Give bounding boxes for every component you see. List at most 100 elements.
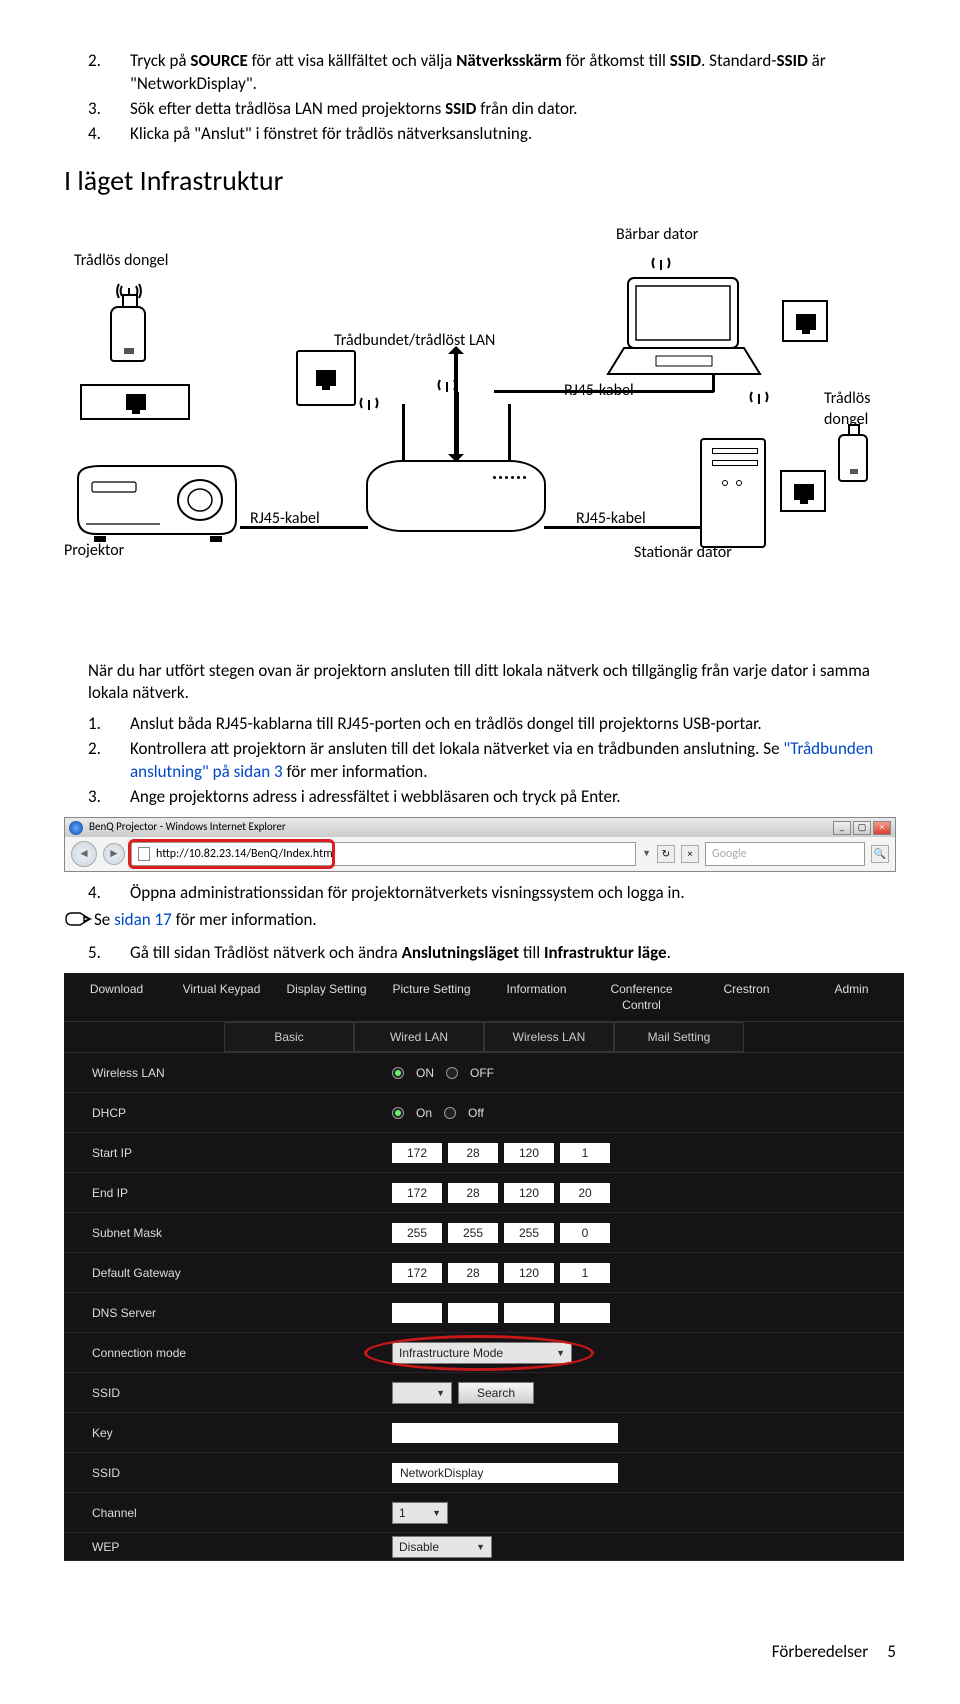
ssid-input[interactable]: NetworkDisplay: [392, 1463, 618, 1483]
ssid-select[interactable]: ▼: [392, 1382, 452, 1404]
ip-octet[interactable]: 120: [504, 1183, 554, 1203]
footer-label: Förberedelser: [772, 1641, 868, 1662]
ip-octet[interactable]: [448, 1303, 498, 1323]
row-wireless-lan: Wireless LAN ON OFF: [64, 1053, 904, 1093]
ip-octet[interactable]: 172: [392, 1183, 442, 1203]
arrow-icon: [454, 354, 458, 454]
num: 3.: [88, 98, 130, 121]
note: Se sidan 17 för mer information.: [64, 909, 896, 938]
step-2b: 2. Kontrollera att projektorn är anslute…: [88, 738, 896, 784]
ip-octet[interactable]: [392, 1303, 442, 1323]
row-connection-mode: Connection mode Infrastructure Mode▼: [64, 1333, 904, 1373]
tab-conference-control[interactable]: Conference Control: [589, 973, 694, 1021]
router-icon: [366, 460, 546, 532]
wep-select[interactable]: Disable▼: [392, 1536, 492, 1558]
tab-basic[interactable]: Basic: [224, 1022, 354, 1052]
ip-octet[interactable]: 120: [504, 1143, 554, 1163]
lan-switch-icon: [296, 350, 356, 406]
forward-button[interactable]: ►: [103, 843, 125, 865]
row-key: Key: [64, 1413, 904, 1453]
radio-off[interactable]: [444, 1107, 456, 1119]
channel-select[interactable]: 1▼: [392, 1502, 448, 1524]
link-page-17[interactable]: sidan 17: [114, 909, 172, 930]
row-subnet: Subnet Mask 255 255 255 0: [64, 1213, 904, 1253]
tab-admin[interactable]: Admin: [799, 973, 904, 1021]
tab-download[interactable]: Download: [64, 973, 169, 1021]
ip-octet[interactable]: 1: [560, 1263, 610, 1283]
maximize-button[interactable]: ▢: [853, 821, 871, 835]
ip-octet[interactable]: 28: [448, 1143, 498, 1163]
text: Kontrollera att projektorn är ansluten t…: [130, 738, 896, 784]
search-button[interactable]: Search: [458, 1382, 534, 1404]
num: 4.: [88, 882, 130, 905]
row-ssid2: SSID NetworkDisplay: [64, 1453, 904, 1493]
tab-display-setting[interactable]: Display Setting: [274, 973, 379, 1021]
text: Ange projektorns adress i adressfältet i…: [130, 786, 896, 809]
ip-octet[interactable]: 20: [560, 1183, 610, 1203]
search-placeholder: Google: [712, 846, 747, 862]
cable-line: [240, 526, 368, 529]
ip-octet[interactable]: [560, 1303, 610, 1323]
minimize-button[interactable]: _: [833, 821, 851, 835]
ip-octet[interactable]: 28: [448, 1183, 498, 1203]
ip-octet[interactable]: 1: [560, 1143, 610, 1163]
step-5b: 5. Gå till sidan Trådlöst nätverk och än…: [88, 942, 896, 965]
row-ssid: SSID ▼ Search: [64, 1373, 904, 1413]
pointing-hand-icon: [64, 909, 94, 938]
key-input[interactable]: [392, 1423, 618, 1443]
wifi-icon: [354, 386, 384, 416]
row-dhcp: DHCP On Off: [64, 1093, 904, 1133]
connection-mode-select[interactable]: Infrastructure Mode▼: [392, 1342, 572, 1364]
dropdown-icon[interactable]: ▼: [642, 848, 651, 860]
ip-octet[interactable]: 172: [392, 1143, 442, 1163]
tab-wired-lan[interactable]: Wired LAN: [354, 1022, 484, 1052]
settings-panel: Download Virtual Keypad Display Setting …: [64, 973, 904, 1562]
row-dns: DNS Server: [64, 1293, 904, 1333]
tab-mail-setting[interactable]: Mail Setting: [614, 1022, 744, 1052]
tab-wireless-lan[interactable]: Wireless LAN: [484, 1022, 614, 1052]
tab-virtual-keypad[interactable]: Virtual Keypad: [169, 973, 274, 1021]
tab-picture-setting[interactable]: Picture Setting: [379, 973, 484, 1021]
ip-octet[interactable]: 255: [392, 1223, 442, 1243]
radio-off[interactable]: [446, 1067, 458, 1079]
dongle-icon: [838, 434, 868, 482]
num: 4.: [88, 123, 130, 146]
address-bar[interactable]: http://10.82.23.14/BenQ/Index.html: [131, 842, 636, 866]
page-number: 5: [887, 1641, 896, 1662]
tab-information[interactable]: Information: [484, 973, 589, 1021]
step-2: 2. Tryck på SOURCE för att visa källfält…: [88, 50, 896, 96]
eth-box: [782, 300, 828, 342]
label-lan: Trådbundet/trådlöst LAN: [334, 330, 495, 352]
row-start-ip: Start IP 172 28 120 1: [64, 1133, 904, 1173]
search-box[interactable]: Google: [705, 842, 865, 866]
radio-on[interactable]: [392, 1107, 404, 1119]
caret-icon: ▼: [432, 1507, 441, 1519]
row-gateway: Default Gateway 172 28 120 1: [64, 1253, 904, 1293]
stop-button[interactable]: ×: [681, 845, 699, 863]
step-4: 4. Klicka på "Anslut" i fönstret för trå…: [88, 123, 896, 146]
tab-crestron[interactable]: Crestron: [694, 973, 799, 1021]
num: 5.: [88, 942, 130, 965]
row-channel: Channel 1▼: [64, 1493, 904, 1533]
text: Sök efter detta trådlösa LAN med projekt…: [130, 98, 896, 121]
num: 1.: [88, 713, 130, 736]
text: Tryck på SOURCE för att visa källfältet …: [130, 50, 896, 96]
ip-octet[interactable]: 120: [504, 1263, 554, 1283]
ip-octet[interactable]: 28: [448, 1263, 498, 1283]
ip-octet[interactable]: 255: [448, 1223, 498, 1243]
radio-on[interactable]: [392, 1067, 404, 1079]
close-button[interactable]: ×: [873, 821, 891, 835]
note-text: Se sidan 17 för mer information.: [94, 909, 317, 932]
ip-octet[interactable]: 255: [504, 1223, 554, 1243]
back-button[interactable]: ◄: [71, 841, 97, 867]
ip-octet[interactable]: 0: [560, 1223, 610, 1243]
search-button[interactable]: 🔍: [871, 845, 889, 863]
desktop-icon: [700, 438, 766, 548]
browser-window: BenQ Projector - Windows Internet Explor…: [64, 817, 896, 872]
refresh-button[interactable]: ↻: [657, 845, 675, 863]
ip-octet[interactable]: [504, 1303, 554, 1323]
num: 2.: [88, 50, 130, 96]
ip-octet[interactable]: 172: [392, 1263, 442, 1283]
num: 2.: [88, 738, 130, 784]
caret-icon: ▼: [436, 1387, 445, 1399]
